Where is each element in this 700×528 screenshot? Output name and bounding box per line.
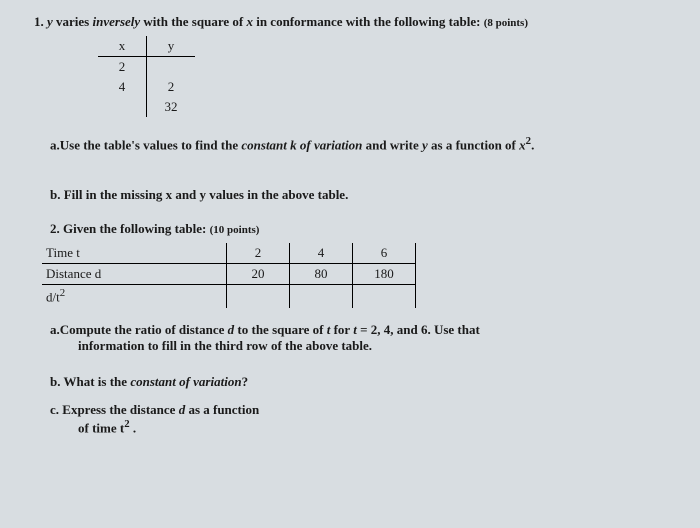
- q2b-lead: b. What is the: [50, 374, 130, 389]
- q2-lead: Given the following table:: [60, 221, 210, 236]
- q2a-t4: = 2, 4, and 6. Use that: [357, 322, 480, 337]
- t1-r1-x: 2: [98, 57, 147, 78]
- t1-head-y: y: [147, 36, 196, 57]
- t1-r3-y: 32: [147, 97, 196, 117]
- q1a-dot: .: [531, 137, 534, 152]
- t2-r3-c3: [353, 285, 416, 308]
- q1-t3: in conformance with the following table:: [253, 14, 484, 29]
- q2-part-c: c. Express the distance d as a function …: [50, 402, 670, 436]
- q2a-line2: information to fill in the third row of …: [78, 338, 372, 354]
- t2-r3-gap: [176, 285, 227, 308]
- q1-part-a: a.Use the table's values to find the con…: [50, 135, 672, 153]
- q1-table: x y 2 4 2 32: [98, 36, 195, 117]
- q2-part-b: b. What is the constant of variation?: [50, 374, 670, 390]
- q1a-label: a.: [50, 137, 60, 152]
- t1-r2-y: 2: [147, 77, 196, 97]
- q2c-l1a: c. Express the distance: [50, 402, 179, 417]
- t2-r3-c2: [290, 285, 353, 308]
- q2-table: Time t 2 4 6 Distance d 20 80 180 d/t2: [42, 243, 416, 307]
- q2a-t1: Compute the ratio of distance: [60, 322, 228, 337]
- q2c-line2: of time t2 .: [78, 418, 136, 436]
- q1a-t3: and write: [362, 137, 422, 152]
- q2-number: 2.: [50, 221, 60, 236]
- t2-r2-c2: 80: [290, 264, 353, 285]
- q1-number: 1.: [34, 14, 44, 29]
- q2a-t2: to the square of: [234, 322, 327, 337]
- t2-r2-c3: 180: [353, 264, 416, 285]
- q2-points: (10 points): [210, 224, 260, 236]
- q2c-l1b: as a function: [185, 402, 259, 417]
- q2b-q: ?: [242, 374, 249, 389]
- t1-r1-y: [147, 57, 196, 78]
- q2a-label: a.: [50, 322, 60, 337]
- t2-r1-label: Time t: [42, 243, 176, 264]
- t2-r1-c3: 6: [353, 243, 416, 264]
- q1a-t5: as a function of: [428, 137, 519, 152]
- t1-head-x: x: [98, 36, 147, 57]
- t1-r2-x: 4: [98, 77, 147, 97]
- q2-part-a: a.Compute the ratio of distance d to the…: [50, 322, 670, 354]
- t2-r1-gap: [176, 243, 227, 264]
- question-2: 2. Given the following table: (10 points…: [50, 221, 672, 237]
- q2b-em: constant of variation: [130, 374, 241, 389]
- q1a-t1: Use the table's values to find the: [60, 137, 242, 152]
- q2a-t3: for: [330, 322, 353, 337]
- question-1: 1. y varies inversely with the square of…: [34, 14, 672, 30]
- q1-points: (8 points): [484, 17, 528, 29]
- t2-r3-label: d/t2: [42, 285, 176, 308]
- q1-inversely: inversely: [93, 14, 141, 29]
- q1-t1: varies: [53, 14, 93, 29]
- t1-r3-x: [98, 97, 147, 117]
- t2-r1-c2: 4: [290, 243, 353, 264]
- t2-r2-label: Distance d: [42, 264, 176, 285]
- t2-r2-c1: 20: [227, 264, 290, 285]
- t2-r3-c1: [227, 285, 290, 308]
- worksheet-page: 1. y varies inversely with the square of…: [0, 0, 700, 448]
- q1-part-b: b. Fill in the missing x and y values in…: [50, 187, 672, 203]
- t2-r2-gap: [176, 264, 227, 285]
- q1-t2: with the square of: [140, 14, 246, 29]
- q1a-t2: constant k of variation: [241, 137, 362, 152]
- t2-r1-c1: 2: [227, 243, 290, 264]
